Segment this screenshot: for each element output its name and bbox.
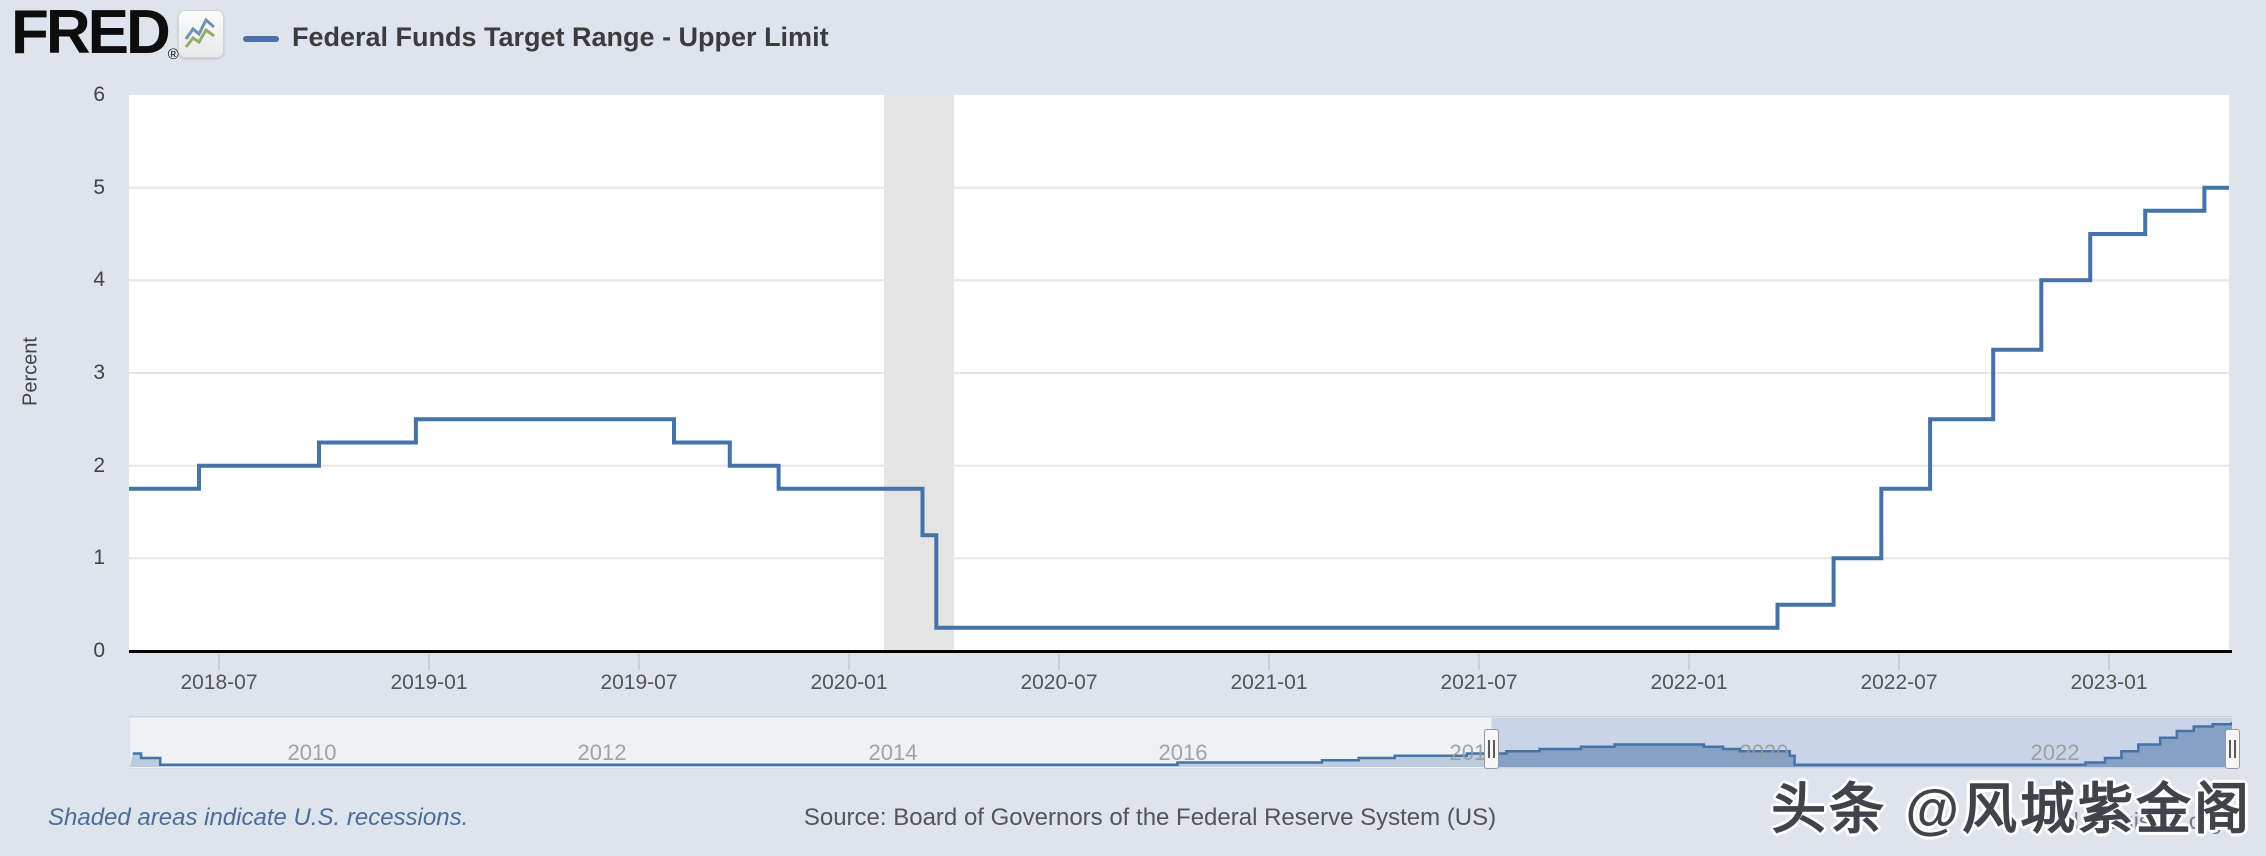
x-tick-mark xyxy=(848,654,850,670)
x-tick-mark xyxy=(218,654,220,670)
x-tick-label: 2023-01 xyxy=(2070,671,2148,694)
x-tick-mark xyxy=(1688,654,1690,670)
series-line xyxy=(129,185,2229,630)
y-tick-label: 1 xyxy=(93,546,105,569)
y-tick-label: 2 xyxy=(93,454,105,477)
navigator-bottom-border xyxy=(129,768,2233,769)
y-tick-label: 5 xyxy=(93,176,105,199)
navigator-svg[interactable] xyxy=(130,718,2232,768)
x-tick-mark xyxy=(1268,654,1270,670)
x-tick-label: 2020-01 xyxy=(810,671,888,694)
legend-line-swatch xyxy=(243,36,279,42)
x-tick-label: 2018-07 xyxy=(180,671,258,694)
x-tick-label: 2019-07 xyxy=(600,671,678,694)
x-axis-line xyxy=(129,650,2232,653)
main-chart-svg xyxy=(129,95,2229,651)
navigator-area-selected xyxy=(1491,722,2232,767)
fred-graph-icon xyxy=(178,10,224,58)
x-tick-label: 2022-01 xyxy=(1650,671,1728,694)
chart-header: FRED® Federal Funds Target Range - Upper… xyxy=(0,0,2266,78)
fred-url-text: fred.stlouisfed.org xyxy=(2039,808,2222,834)
x-tick-mark xyxy=(1058,654,1060,670)
navigator-year-label: 2016 xyxy=(1158,740,1208,765)
navigator-selection[interactable] xyxy=(1491,718,2233,768)
navigator-year-label: 2010 xyxy=(287,740,337,765)
y-tick-label: 3 xyxy=(93,361,105,384)
navigator-year-label: 2012 xyxy=(577,740,627,765)
x-tick-mark xyxy=(1898,654,1900,670)
y-tick-label: 6 xyxy=(93,83,105,106)
fred-logo[interactable]: FRED® xyxy=(11,0,179,67)
x-tick-mark xyxy=(1478,654,1480,670)
navigator-year-label: 2020 xyxy=(1739,740,1789,765)
series-legend-label: Federal Funds Target Range - Upper Limit xyxy=(292,22,829,52)
navigator-area xyxy=(130,722,2232,767)
watermark-text: 头条 @风城紫金阁 xyxy=(1771,778,2252,840)
navigator-year-label: 2018 xyxy=(1449,740,1499,765)
registered-mark: ® xyxy=(167,46,179,63)
navigator-masked-region xyxy=(130,718,1492,768)
source-text: Source: Board of Governors of the Federa… xyxy=(803,804,1497,831)
navigator-handle-right[interactable] xyxy=(2225,729,2240,769)
navigator-line xyxy=(132,722,2232,767)
x-tick-mark xyxy=(2108,654,2110,670)
navigator-top-border xyxy=(129,716,2233,717)
navigator-year-label: 2022 xyxy=(2030,740,2080,765)
x-tick-label: 2020-07 xyxy=(1020,671,1098,694)
x-tick-label: 2022-07 xyxy=(1860,671,1938,694)
x-tick-mark xyxy=(638,654,640,670)
navigator-handle-left[interactable] xyxy=(1484,729,1499,769)
navigator-year-label: 2014 xyxy=(868,740,918,765)
recession-note-link[interactable]: Shaded areas indicate U.S. recessions. xyxy=(48,804,469,831)
y-tick-label: 0 xyxy=(93,639,105,662)
x-tick-label: 2019-01 xyxy=(390,671,468,694)
x-tick-label: 2021-01 xyxy=(1230,671,1308,694)
x-tick-mark xyxy=(428,654,430,670)
x-tick-label: 2021-07 xyxy=(1440,671,1518,694)
y-tick-label: 4 xyxy=(93,268,105,291)
